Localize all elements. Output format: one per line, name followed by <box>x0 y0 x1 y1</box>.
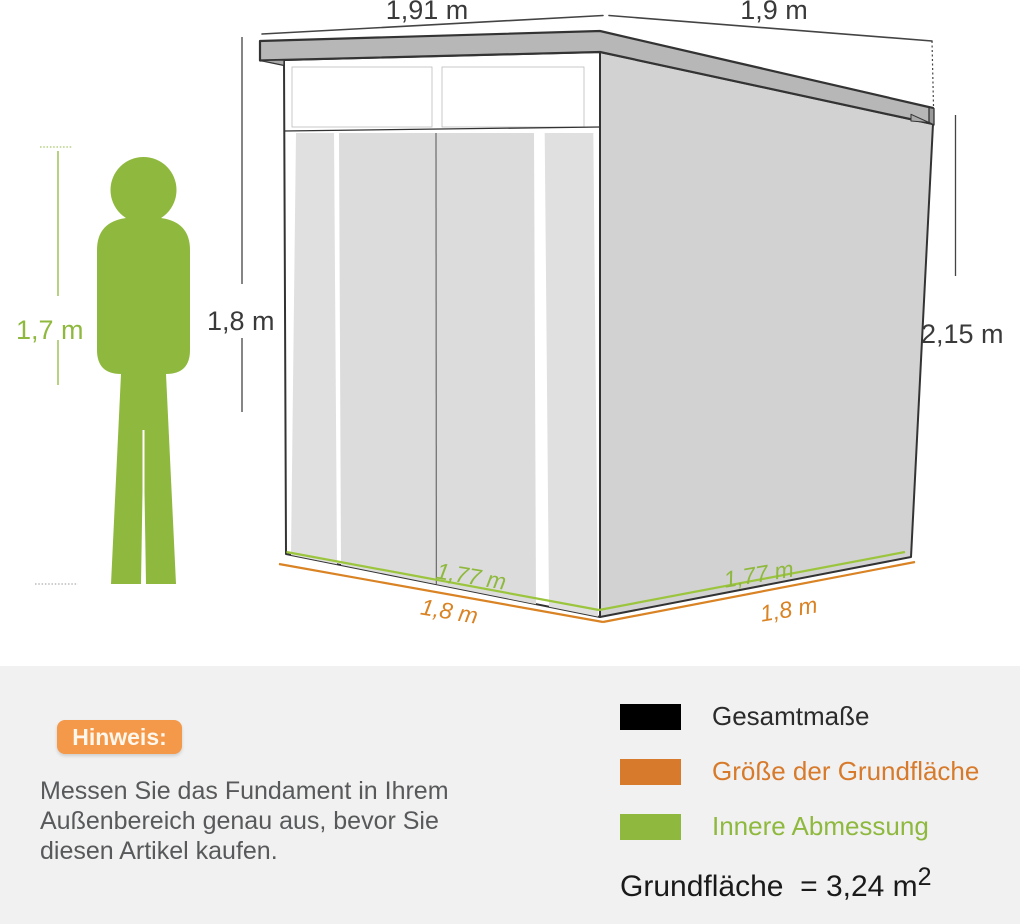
svg-text:1,8 m: 1,8 m <box>207 306 275 336</box>
svg-text:1,9 m: 1,9 m <box>740 0 808 25</box>
svg-text:1,91 m: 1,91 m <box>386 0 469 25</box>
svg-text:1,8 m: 1,8 m <box>758 592 819 627</box>
svg-text:2,15 m: 2,15 m <box>921 319 1004 349</box>
svg-text:1,7 m: 1,7 m <box>16 315 84 345</box>
